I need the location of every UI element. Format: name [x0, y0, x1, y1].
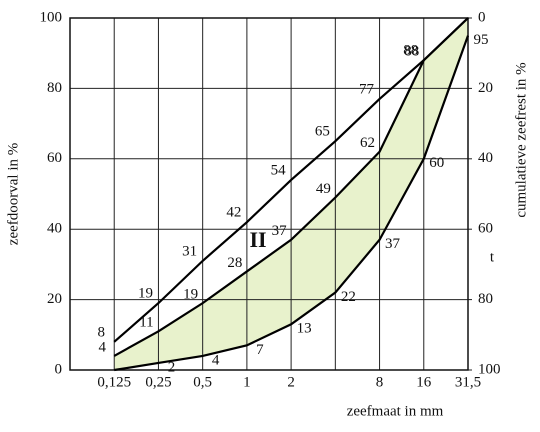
data-label: 19	[183, 287, 198, 303]
data-label: 28	[227, 255, 242, 271]
y2-tick-label: 20	[478, 80, 493, 96]
y-axis-label: zeefdoorval in %	[5, 143, 21, 245]
y2-tick-label: 40	[478, 150, 493, 166]
x-tick-label: 0,125	[97, 374, 131, 390]
data-label: 42	[226, 205, 241, 221]
data-label: 19	[138, 286, 153, 302]
y-tick-label: 40	[47, 221, 62, 237]
data-label: 8	[97, 324, 105, 340]
data-label: 37	[385, 236, 401, 252]
y-tick-label: 0	[55, 361, 63, 377]
data-label: 2	[168, 359, 176, 375]
plot-frame	[69, 17, 469, 371]
series-line	[113, 17, 469, 357]
data-label: 65	[315, 124, 330, 140]
y2-tick-label: 100	[478, 361, 501, 377]
data-label: 54	[271, 162, 287, 178]
data-label: 31	[182, 243, 197, 259]
x-tick-label: 16	[416, 374, 432, 390]
series-line	[113, 17, 469, 343]
y2-tick-label: 60	[478, 221, 493, 237]
data-label: 11	[139, 315, 153, 331]
y2-tick-label: 0	[478, 9, 486, 25]
y-tick-label: 20	[47, 291, 62, 307]
data-label: 88	[403, 43, 418, 59]
data-label: 22	[341, 289, 356, 305]
y-tick-label: 80	[47, 80, 62, 96]
data-label: 60	[429, 155, 444, 171]
x-tick-label: 0,25	[145, 374, 171, 390]
x-tick-label: 8	[376, 374, 384, 390]
data-label: 49	[316, 181, 331, 197]
data-label: 13	[297, 321, 312, 337]
y-tick-label: 60	[47, 150, 62, 166]
data-label: 95	[474, 32, 489, 48]
data-label: 4	[212, 352, 220, 368]
zone-label: II	[249, 227, 266, 252]
data-label: 7	[256, 342, 264, 358]
y-tick-label: 100	[40, 9, 63, 25]
series-line	[114, 35, 470, 372]
x-axis-label: zeefmaat in mm	[347, 403, 444, 419]
x-tick-label: 2	[287, 374, 295, 390]
data-label: 88	[404, 44, 419, 60]
y2-tick-label: 80	[478, 291, 493, 307]
data-label: 77	[359, 81, 375, 97]
y2-axis-label: cumulatieve zeefrest in %	[513, 62, 529, 217]
x-tick-label: 0,5	[193, 374, 212, 390]
annotation: t	[490, 249, 495, 265]
x-tick-label: 1	[243, 374, 251, 390]
x-tick-label: 31,5	[455, 374, 481, 390]
data-label: 37	[272, 223, 288, 239]
data-label: 62	[360, 135, 375, 151]
data-label: 4	[98, 339, 106, 355]
